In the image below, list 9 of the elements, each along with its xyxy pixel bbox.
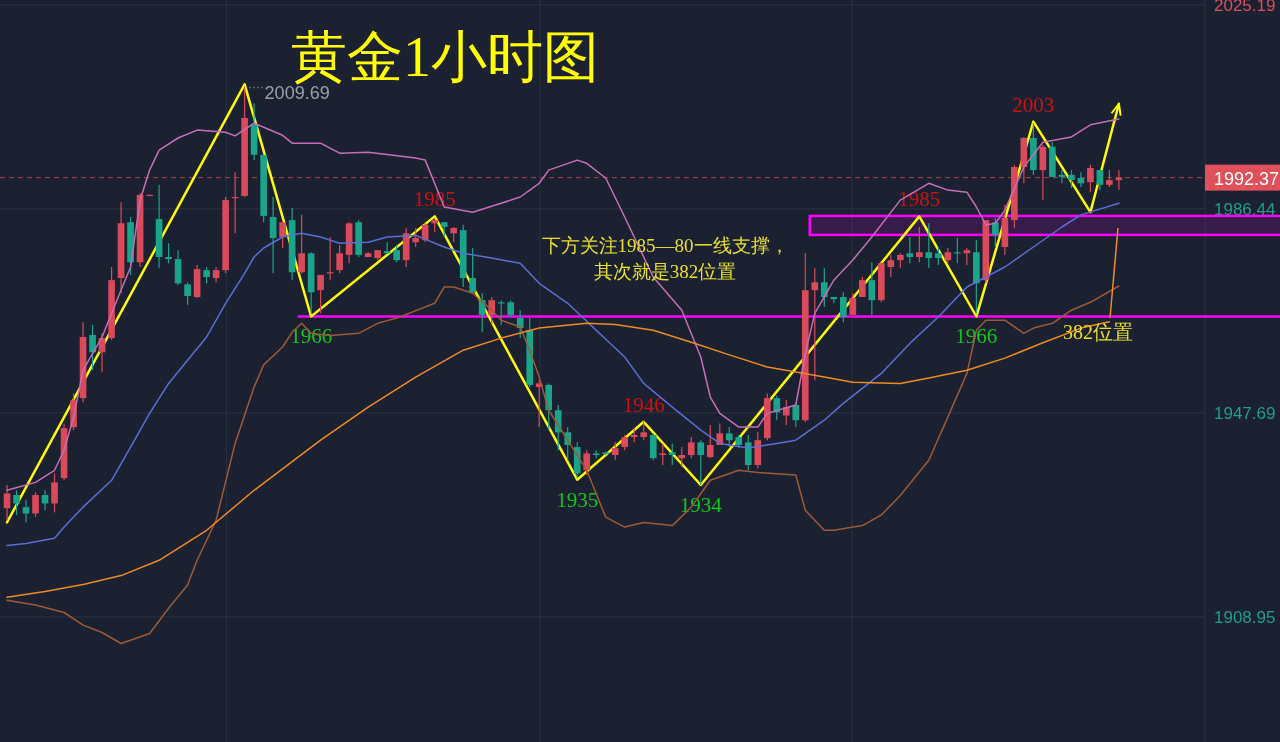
data-label: 1946 (622, 392, 665, 417)
data-label: 1985 (898, 187, 941, 212)
y-tick-label: 1908.95 (1214, 607, 1276, 627)
data-label: 1966 (290, 324, 333, 349)
ref-line-label: 1992.37 (1214, 168, 1280, 189)
data-label: 1935 (556, 487, 599, 512)
data-label: 2003 (1012, 92, 1055, 117)
y-tick-label: 1986.44 (1214, 199, 1276, 219)
y-tick-label: 1947.69 (1214, 403, 1276, 423)
